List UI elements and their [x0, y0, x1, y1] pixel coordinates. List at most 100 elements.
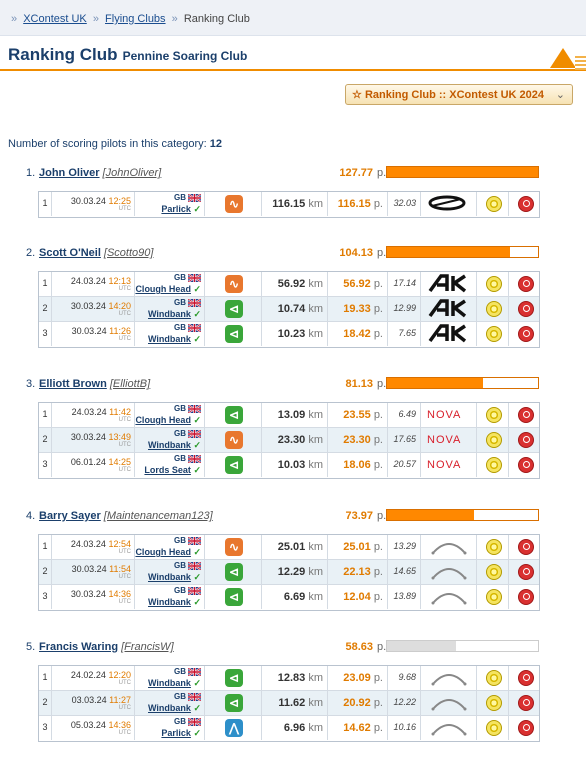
glider-cell[interactable]: [421, 666, 477, 690]
distance-value: 11.62: [278, 697, 306, 709]
breadcrumb-ranking-club: Ranking Club: [183, 13, 250, 25]
medal-cell[interactable]: [477, 453, 509, 477]
medal-cell[interactable]: [477, 428, 509, 452]
distance-value: 13.09: [277, 409, 306, 421]
breadcrumb-flying-clubs[interactable]: Flying Clubs: [105, 13, 166, 25]
flight-row[interactable]: 2 30.03.24 14:20 UTC GB Windbank ✓ ⊲ 10.74 km 1…: [39, 297, 539, 322]
flight-time: 11:54: [109, 564, 131, 574]
medal-cell[interactable]: [477, 192, 509, 216]
flight-row[interactable]: 3 30.03.24 14:36 UTC GB Windbank ✓ ⊲ 6.69 km 12…: [39, 585, 539, 610]
launch-site-link[interactable]: Windbank: [148, 309, 191, 319]
pilot-name-link[interactable]: Barry Sayer [Maintenanceman123]: [39, 510, 213, 522]
flight-row[interactable]: 1 24.02.24 12:20 UTC GB Windbank ✓ ⊲ 12.83 km 2…: [39, 666, 539, 691]
flight-row[interactable]: 2 30.03.24 11:54 UTC GB Windbank ✓ ⊲ 12.29 km 2…: [39, 560, 539, 585]
glider-cell[interactable]: [421, 272, 477, 296]
launch-site-link[interactable]: Windbank: [148, 572, 191, 582]
launch-site-link[interactable]: Windbank: [148, 597, 191, 607]
flight-table: 1 24.03.24 11:42 UTC GB Clough Head ✓ ⊲ 13.09 …: [38, 402, 540, 479]
distance-value: 10.74: [277, 303, 306, 315]
glider-cell[interactable]: NOVA: [421, 403, 477, 427]
flight-row[interactable]: 1 24.03.24 11:42 UTC GB Clough Head ✓ ⊲ 13.09 …: [39, 403, 539, 428]
flight-row[interactable]: 2 30.03.24 13:49 UTC GB Windbank ✓ ∿ 23.30 km 2…: [39, 428, 539, 453]
flight-row[interactable]: 3 06.01.24 14:25 UTC GB Lords Seat ✓ ⊲ 10.03 k…: [39, 453, 539, 478]
launch-site-link[interactable]: Windbank: [148, 334, 191, 344]
detail-cell[interactable]: [509, 272, 541, 296]
flight-row[interactable]: 1 24.03.24 12:13 UTC GB Clough Head ✓ ∿ 56.92 …: [39, 272, 539, 297]
detail-cell[interactable]: [509, 716, 541, 740]
uk-flag-icon: [188, 404, 201, 413]
detail-cell[interactable]: [509, 691, 541, 715]
points-bar-fill: [387, 378, 483, 388]
flight-points: 18.06 p.: [328, 453, 388, 477]
glider-cell[interactable]: [421, 585, 477, 609]
pilot-points: 127.77: [339, 167, 373, 179]
launch-site-link[interactable]: Clough Head: [135, 284, 191, 294]
flight-speed: 17.65: [388, 428, 421, 452]
medal-cell[interactable]: [477, 716, 509, 740]
flight-distance: 6.69 km: [262, 585, 328, 609]
pilot-name-link[interactable]: John Oliver [JohnOliver]: [39, 167, 161, 179]
medal-cell[interactable]: [477, 691, 509, 715]
glider-cell[interactable]: [421, 716, 477, 740]
launch-site-link[interactable]: Clough Head: [135, 547, 191, 557]
medal-cell[interactable]: [477, 297, 509, 321]
flight-row[interactable]: 1 30.03.24 12:25 UTC GB Parlick ✓ ∿ 116.15 km 1…: [39, 192, 539, 217]
ranking-select[interactable]: ☆ Ranking Club :: XContest UK 2024 ⌄: [345, 84, 573, 105]
detail-cell[interactable]: [509, 403, 541, 427]
points-bar: [386, 377, 539, 389]
breadcrumb-start-glyph: »: [11, 13, 18, 25]
detail-cell[interactable]: [509, 428, 541, 452]
glider-cell[interactable]: [421, 691, 477, 715]
medal-cell[interactable]: [477, 322, 509, 346]
launch-site-link[interactable]: Windbank: [148, 703, 191, 713]
detail-cell[interactable]: [509, 453, 541, 477]
glider-cell[interactable]: [421, 535, 477, 559]
medal-cell[interactable]: [477, 403, 509, 427]
utc-label: UTC: [118, 730, 131, 736]
detail-cell[interactable]: [509, 560, 541, 584]
pilot-name-link[interactable]: Elliott Brown [ElliottB]: [39, 378, 150, 390]
launch-site-link[interactable]: Windbank: [148, 678, 191, 688]
flight-distance: 116.15 km: [262, 192, 328, 216]
detail-cell[interactable]: [509, 192, 541, 216]
flight-row[interactable]: 3 30.03.24 11:26 UTC GB Windbank ✓ ⊲ 10.23 km 1…: [39, 322, 539, 347]
glider-cell[interactable]: [421, 192, 477, 216]
flight-row[interactable]: 1 24.03.24 12:54 UTC GB Clough Head ✓ ∿ 25.01 …: [39, 535, 539, 560]
flight-row[interactable]: 2 03.03.24 11:27 UTC GB Windbank ✓ ⊲ 11.62 km 2…: [39, 691, 539, 716]
launch-site-link[interactable]: Lords Seat: [144, 465, 191, 475]
flight-points-value: 23.09: [343, 672, 371, 684]
uk-flag-icon: [188, 667, 201, 676]
launch-site-link[interactable]: Windbank: [148, 440, 191, 450]
medal-cell[interactable]: [477, 666, 509, 690]
medal-icon: [486, 276, 502, 292]
detail-cell[interactable]: [509, 297, 541, 321]
flight-points: 23.09 p.: [328, 666, 388, 690]
flight-time: 11:27: [109, 695, 131, 705]
medal-cell[interactable]: [477, 585, 509, 609]
medal-cell[interactable]: [477, 535, 509, 559]
detail-cell[interactable]: [509, 535, 541, 559]
glider-cell[interactable]: [421, 322, 477, 346]
medal-cell[interactable]: [477, 560, 509, 584]
glider-cell[interactable]: NOVA: [421, 453, 477, 477]
detail-cell[interactable]: [509, 322, 541, 346]
glider-cell[interactable]: [421, 297, 477, 321]
points-bar-fill: [387, 510, 475, 520]
flight-row[interactable]: 3 05.03.24 14:36 UTC GB Parlick ✓ ⋀ 6.96 km 14.…: [39, 716, 539, 741]
launch-site-link[interactable]: Parlick: [161, 204, 191, 214]
utc-label: UTC: [118, 574, 131, 580]
glider-cell[interactable]: [421, 560, 477, 584]
pilot-name-link[interactable]: Francis Waring [FrancisW]: [39, 641, 174, 653]
medal-cell[interactable]: [477, 272, 509, 296]
flight-type: ⊲: [205, 403, 262, 427]
glider-cell[interactable]: NOVA: [421, 428, 477, 452]
launch-site-link[interactable]: Clough Head: [135, 415, 191, 425]
detail-cell[interactable]: [509, 666, 541, 690]
flight-launch: GB Windbank ✓: [135, 666, 205, 690]
flight-speed: 12.99: [388, 297, 421, 321]
zoom-icon: [518, 326, 534, 342]
pilot-name-link[interactable]: Scott O'Neil [Scotto90]: [39, 247, 153, 259]
launch-site-link[interactable]: Parlick: [161, 728, 191, 738]
detail-cell[interactable]: [509, 585, 541, 609]
breadcrumb-xcontest-uk[interactable]: XContest UK: [23, 13, 87, 25]
